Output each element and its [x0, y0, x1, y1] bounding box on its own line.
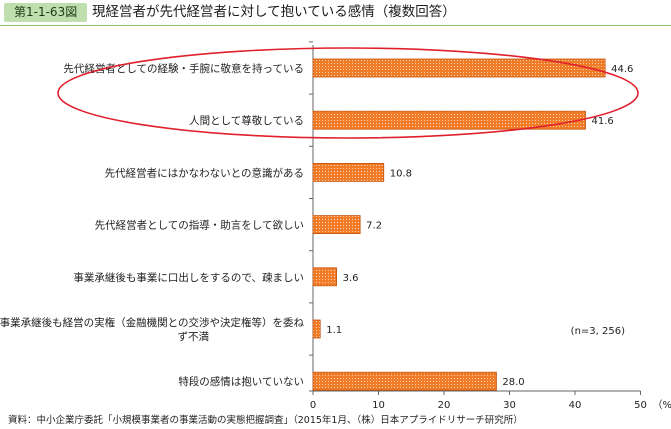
figure-header: 第1-1-63図 現経営者が先代経営者に対して抱いている感情（複数回答） — [0, 0, 671, 24]
category-label: 事業承継後も経営の実権（金融機関との交渉や決定権等）を委ねず不満 — [0, 316, 304, 343]
highlight-ellipse — [57, 47, 639, 139]
bar-value-label: 1.1 — [326, 325, 342, 336]
bar — [312, 215, 361, 235]
figure-title: 現経営者が先代経営者に対して抱いている感情（複数回答） — [92, 4, 456, 20]
x-tick-label: 10 — [372, 400, 385, 410]
bar-value-label: 44.6 — [611, 64, 633, 75]
bar-value-label: 7.2 — [366, 221, 382, 232]
bar-value-label: 41.6 — [591, 116, 613, 127]
x-axis-unit: （%） — [653, 399, 671, 410]
source-note: 資料：中小企業庁委託「小規模事業者の事業活動の実態把握調査」（2015年1月、（… — [8, 415, 523, 426]
x-tick-label: 20 — [438, 400, 451, 410]
category-label: 先代経営者としての経験・手腕に敬意を持っている — [63, 62, 304, 75]
bar-chart: 0 10 20 30 40 50 （%） 44.6 先代経営者としての経験・手腕に敬意を持ってい… — [0, 41, 671, 410]
bar — [312, 267, 337, 287]
sample-size-note: (n=3, 256) — [571, 326, 625, 337]
category-label: 先代経営者にはかなわないとの意識がある — [105, 166, 304, 179]
bar — [312, 110, 586, 130]
figure-number-badge: 第1-1-63図 — [4, 3, 88, 22]
x-tick-label: 50 — [634, 400, 647, 410]
bar-value-label: 3.6 — [343, 273, 359, 284]
category-label: 特段の感情は抱いていない — [178, 375, 304, 388]
bar — [312, 319, 321, 339]
bar-value-label: 10.8 — [390, 168, 412, 179]
category-label: 先代経営者としての指導・助言をして欲しい — [95, 219, 304, 232]
x-tick-label: 40 — [569, 400, 582, 410]
category-label: 人間として尊敬している — [189, 114, 304, 127]
bar-value-label: 28.0 — [502, 377, 524, 388]
bar — [312, 162, 385, 182]
header-divider — [0, 25, 671, 26]
bar — [312, 371, 497, 391]
category-label: 事業承継後も事業に口出しをするので、疎ましい — [73, 271, 304, 284]
bar — [312, 58, 606, 78]
x-tick-label: 30 — [503, 400, 516, 410]
x-tick-label: 0 — [310, 400, 316, 410]
